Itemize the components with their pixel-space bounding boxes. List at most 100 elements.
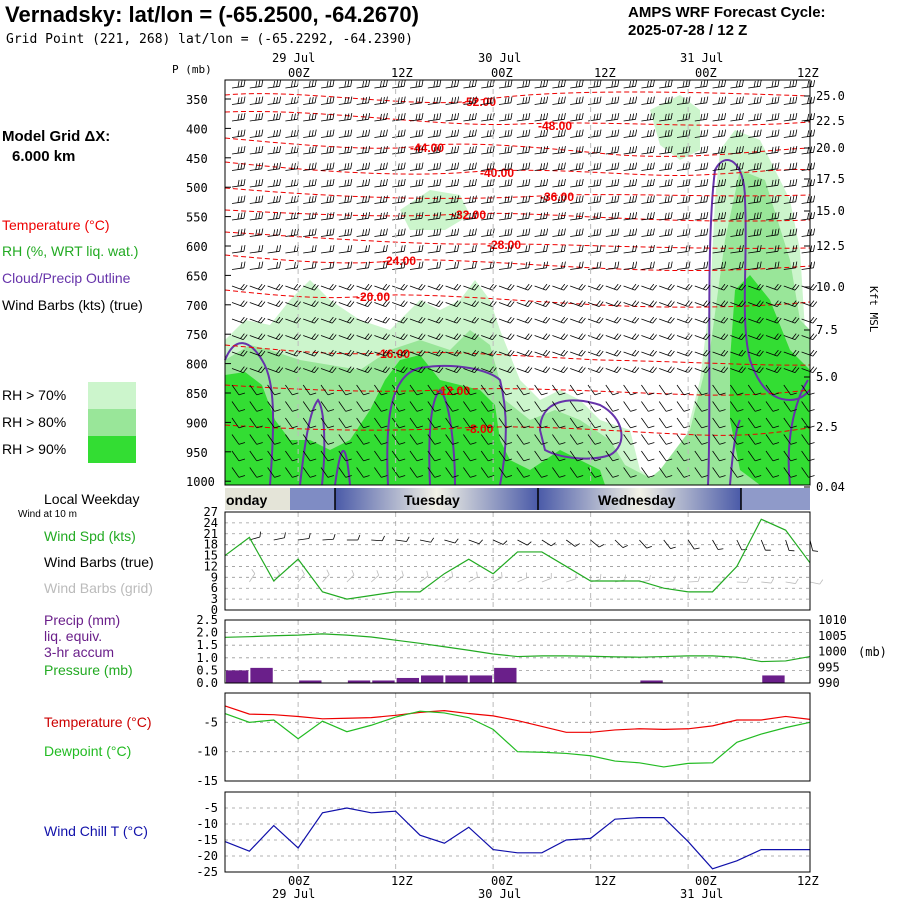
barb-shaft — [605, 102, 618, 105]
barb-flag — [510, 195, 513, 202]
wind-barb-35 — [267, 96, 282, 105]
barb-flag — [276, 146, 279, 153]
windchill-tick--20: -20 — [196, 849, 218, 863]
pressure-mb-label: (mb) — [858, 645, 887, 659]
barb-flag — [522, 97, 525, 104]
barb-flag — [415, 229, 418, 236]
barb-flag — [468, 212, 471, 220]
barb-flag — [385, 212, 388, 219]
barb-flag — [489, 80, 492, 87]
barb-flag — [457, 113, 460, 120]
wind-barb-258 — [712, 195, 727, 204]
wind-barb-288 — [659, 212, 673, 221]
wind-barb-124 — [676, 129, 691, 138]
wind-barb-37 — [303, 96, 317, 105]
barb-flag — [632, 96, 635, 104]
barb-flag — [379, 179, 382, 187]
barb-flag — [507, 179, 510, 186]
barb-flag — [795, 113, 798, 120]
barb-flag — [350, 162, 353, 169]
barb-flag — [510, 212, 513, 219]
wind-barb-243 — [445, 195, 460, 204]
barb-flag — [344, 163, 347, 170]
wind-barb-114 — [498, 129, 513, 138]
barb-flag — [415, 212, 418, 220]
wind-barb-283 — [570, 212, 584, 221]
wind-barb-85 — [570, 113, 584, 122]
barb-flag — [575, 80, 578, 88]
wind-barb-149 — [534, 146, 549, 155]
barb-flag — [795, 96, 798, 103]
barb-flag — [810, 129, 813, 137]
barb-flag — [792, 179, 795, 186]
barb-shaft — [748, 184, 761, 188]
barb-shaft — [694, 135, 707, 138]
barb-flag — [560, 96, 563, 104]
barb-shaft — [587, 118, 600, 122]
bottom-date-29: 29 Jul — [272, 887, 315, 900]
wind-barb-172 — [356, 162, 371, 171]
barb-flag — [486, 196, 489, 203]
barb-shaft — [623, 184, 636, 188]
barb-flag — [813, 96, 816, 103]
barb-flag — [454, 113, 457, 120]
barb-flag — [611, 80, 614, 88]
barb-flag — [350, 146, 353, 153]
barb-flag — [436, 212, 439, 219]
barb-shaft — [676, 118, 689, 122]
barb-flag — [525, 212, 528, 219]
wind-barb-68 — [267, 113, 282, 122]
height-tick-1: 22.5 — [816, 114, 845, 128]
wind-barb-44 — [427, 96, 442, 105]
wind-barb-107 — [374, 129, 388, 138]
pressure-tick-750: 750 — [186, 328, 208, 342]
barb-flag — [700, 179, 703, 187]
barb-flag — [273, 229, 276, 236]
wind-barb-52 — [570, 96, 584, 105]
wind-barb-153 — [605, 146, 620, 155]
barb-flag — [471, 162, 474, 170]
wind-barb-13 — [463, 80, 477, 89]
barb-flag — [510, 179, 513, 186]
barb-flag — [510, 80, 513, 87]
barb-flag — [724, 162, 727, 169]
barb-flag — [347, 96, 350, 104]
barb-flag — [789, 212, 792, 220]
wind-barb-309 — [445, 228, 460, 237]
barb-flag — [433, 130, 436, 137]
wind-barb-109 — [409, 129, 424, 138]
wind-barb-148 — [516, 146, 531, 155]
barb-flag — [774, 113, 777, 120]
barb-flag — [382, 212, 385, 219]
barb-flag — [813, 80, 816, 87]
barb-flag — [273, 113, 276, 121]
wind-barb-116 — [534, 129, 549, 138]
barb-flag — [543, 113, 546, 120]
wind-barb-70 — [303, 113, 317, 122]
barb-flag — [688, 212, 691, 219]
barb-flag — [293, 195, 296, 203]
pressure-tick-1000: 1000 — [818, 645, 847, 659]
wind-barb-142 — [409, 146, 424, 155]
barb-flag — [557, 113, 560, 121]
barb-flag — [578, 129, 581, 137]
wind-barb-123 — [659, 129, 673, 138]
barb-shaft — [516, 85, 529, 89]
barb-flag — [557, 146, 560, 154]
barb-flag — [617, 179, 620, 186]
barb-flag — [724, 129, 727, 136]
barb-shaft — [249, 151, 262, 155]
barb-flag — [258, 96, 261, 104]
barb-flag — [433, 229, 436, 236]
wind-barb-239 — [374, 195, 388, 204]
barb-flag — [581, 179, 584, 186]
barb-flag — [578, 195, 581, 203]
wind-barb-51 — [552, 96, 566, 105]
barb-flag — [635, 129, 638, 136]
barb-flag — [575, 179, 578, 187]
barb-flag — [400, 195, 403, 203]
barb-flag — [667, 96, 670, 104]
wind-barb-221 — [641, 179, 655, 188]
wind-barb-261 — [765, 195, 780, 204]
barb-flag — [350, 96, 353, 103]
